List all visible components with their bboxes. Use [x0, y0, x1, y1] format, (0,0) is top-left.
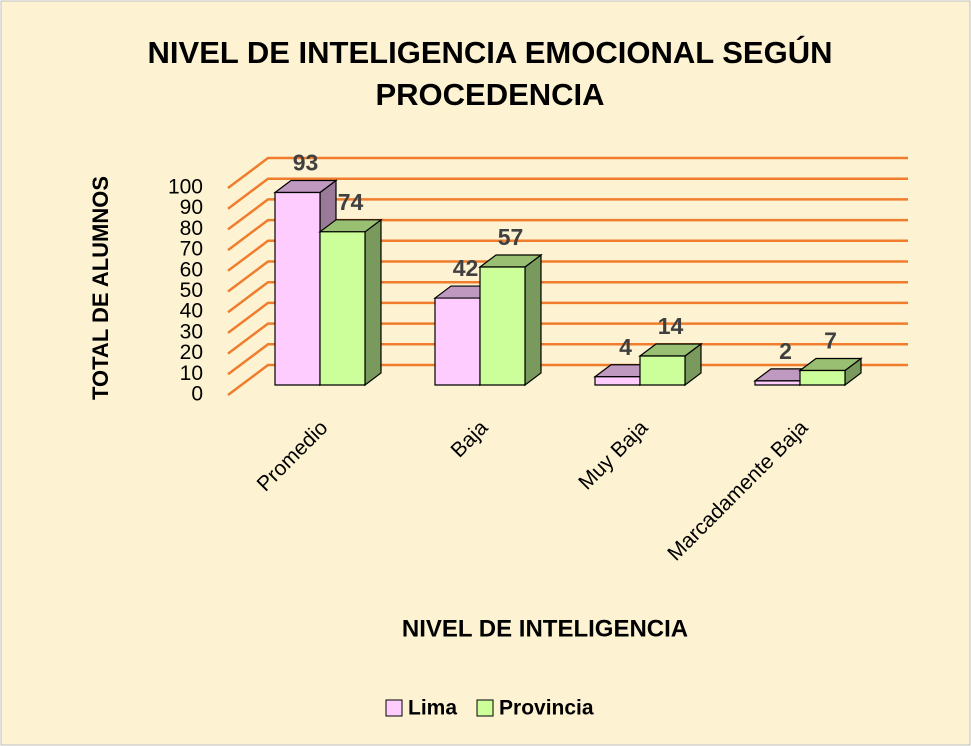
y-tick-label: 50	[180, 279, 203, 302]
data-label: 4	[619, 334, 632, 360]
y-tick-label: 60	[180, 258, 203, 281]
grid-line	[227, 156, 908, 189]
grid-line	[227, 301, 908, 334]
bar-face	[364, 218, 382, 387]
data-label: 7	[824, 328, 837, 354]
bar	[318, 218, 383, 387]
y-tick-label: 30	[180, 320, 203, 343]
y-tick-label: 40	[180, 300, 203, 323]
y-tick-label: 100	[168, 176, 203, 199]
data-label: 2	[779, 338, 792, 364]
bar-face	[274, 191, 321, 386]
grid-line	[227, 218, 908, 252]
chart-title: PROCEDENCIA	[375, 77, 604, 112]
data-label: 57	[498, 224, 524, 250]
legend-label: Provincia	[499, 697, 594, 720]
y-axis-title: TOTAL DE ALUMNOS	[88, 176, 113, 400]
grid-line	[227, 177, 908, 210]
bar-face	[799, 369, 846, 386]
bar-face	[524, 253, 542, 387]
grid-line	[227, 322, 908, 355]
bar-face	[754, 380, 801, 386]
data-label: 93	[293, 150, 319, 176]
x-axis-title: NIVEL DE INTELIGENCIA	[402, 615, 688, 642]
bar	[798, 357, 863, 387]
grid-line	[227, 280, 908, 314]
y-tick-label: 10	[180, 362, 203, 385]
legend-swatch	[476, 699, 494, 717]
bar	[478, 253, 543, 387]
bar-face	[434, 297, 481, 386]
y-tick-label: 90	[180, 196, 203, 219]
chart-title: NIVEL DE INTELIGENCIA EMOCIONAL SEGÚN	[148, 34, 833, 70]
bar-face	[479, 266, 526, 386]
y-tick-label: 20	[180, 341, 203, 364]
bar	[638, 342, 703, 387]
grid-line	[227, 260, 908, 293]
grid-line	[227, 198, 908, 231]
y-tick-label: 70	[180, 238, 203, 261]
bar-face	[594, 376, 641, 386]
grid-line	[227, 239, 908, 272]
y-tick-label: 0	[191, 383, 203, 406]
data-label: 42	[453, 255, 479, 281]
y-tick-label: 80	[180, 217, 203, 240]
data-label: 14	[658, 313, 684, 339]
bar-face	[639, 355, 686, 386]
data-label: 74	[338, 189, 364, 215]
bar-face	[319, 231, 366, 386]
legend-label: Lima	[408, 697, 457, 720]
legend-swatch	[385, 699, 403, 717]
